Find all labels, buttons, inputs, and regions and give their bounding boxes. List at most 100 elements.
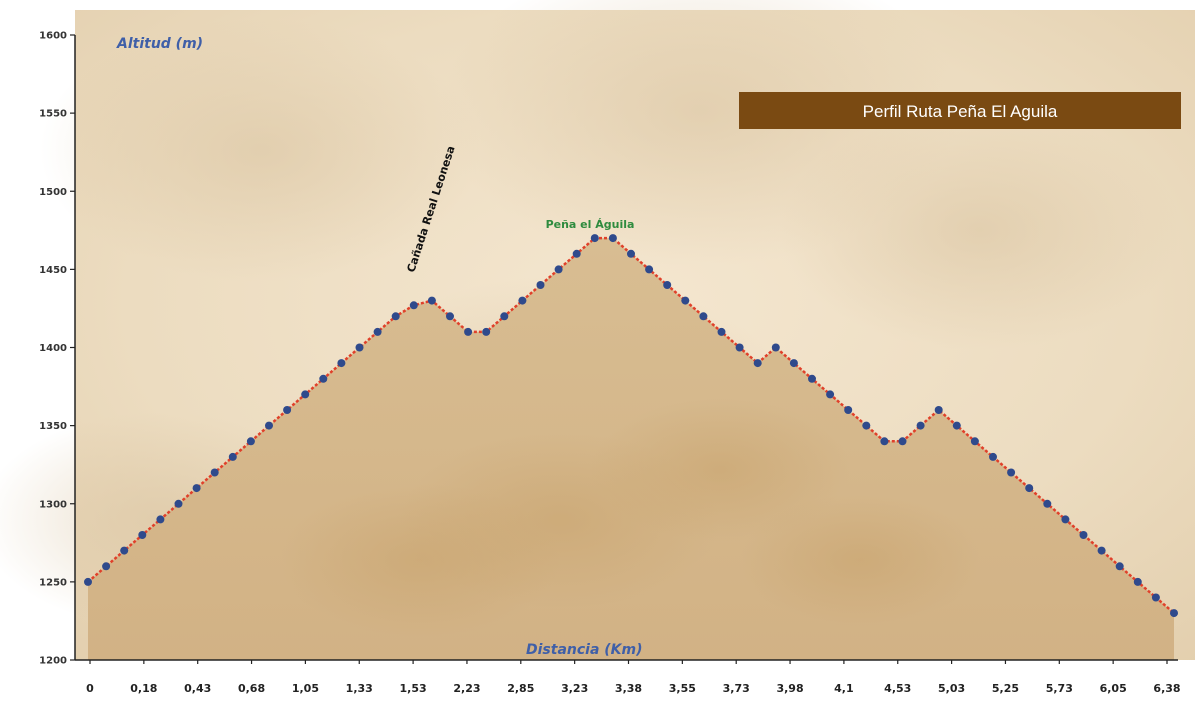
annotation-pena-el-aguila: Peña el Águila [546,218,635,231]
x-tick-label: 3,98 [776,682,803,695]
x-tick-label: 0 [86,682,94,695]
data-point [518,296,527,305]
x-tick-label: 5,03 [938,682,965,695]
data-point [210,468,219,477]
data-point [1025,484,1034,493]
x-tick-label: 2,23 [453,682,480,695]
data-point [120,546,129,555]
x-tick-label: 4,1 [834,682,854,695]
data-point [862,421,871,430]
x-tick-label: 6,05 [1100,682,1127,695]
data-point [608,234,617,243]
x-tick-label: 1,33 [346,682,373,695]
data-point [735,343,744,352]
data-point [391,312,400,321]
x-tick-label: 5,25 [992,682,1019,695]
x-tick-label: 6,38 [1153,682,1180,695]
data-point [446,312,454,321]
x-tick-label: 5,73 [1046,682,1073,695]
data-point [934,406,943,414]
data-point [427,296,436,305]
data-point [1170,609,1178,618]
data-point [482,327,491,336]
data-point [500,312,509,321]
data-point [265,421,273,430]
x-tick-label: 1,05 [292,682,319,695]
x-tick-label: 4,53 [884,682,911,695]
data-point [1133,577,1142,586]
data-point [1097,546,1106,555]
y-axis-ticks: 1200 1250 1300 1350 1400 1450 1500 1550 1600 [39,31,75,667]
data-point [138,531,147,539]
chart-title-background [739,92,1181,129]
data-point [952,421,961,430]
data-point [898,437,907,446]
x-tick-label: 3,55 [669,682,696,695]
y-tick-label: 1550 [39,109,67,120]
chart-title: Perfil Ruta Peña El Aguila [863,102,1058,121]
data-point [627,249,635,258]
data-point [1115,562,1124,571]
data-point [1043,499,1052,508]
texture-blot-0 [40,18,480,282]
texture-blot-2 [780,110,1180,350]
x-tick-label: 2,85 [507,682,534,695]
terrain-blot-2 [280,483,560,637]
data-point [826,390,835,399]
x-tick-label: 0,68 [238,682,265,695]
y-tick-label: 1450 [39,265,67,276]
data-point [373,327,382,336]
data-point [880,437,889,446]
data-point [1007,468,1016,477]
data-point [536,281,545,289]
data-point [916,421,925,430]
x-tick-label: 3,38 [615,682,642,695]
y-tick-label: 1250 [39,577,67,588]
x-tick-label: 3,23 [561,682,588,695]
x-tick-label: 1,53 [400,682,427,695]
data-point [808,374,816,383]
data-point [789,359,798,368]
data-point [753,359,762,368]
y-tick-label: 1600 [39,31,67,42]
data-point [1151,593,1160,602]
y-tick-label: 1350 [39,421,67,432]
data-point [102,562,111,571]
data-point [844,406,853,414]
data-point [319,374,328,383]
y-tick-label: 1400 [39,343,67,354]
data-point [663,281,672,289]
data-point [771,343,780,352]
data-point [970,437,979,446]
data-point [645,265,654,274]
data-point [283,406,292,414]
data-point [156,515,165,524]
terrain-blot-3 [740,494,980,626]
data-point [84,577,92,586]
data-point [228,452,237,461]
y-axis-title: Altitud (m) [116,36,203,52]
x-tick-label: 3,73 [723,682,750,695]
data-point [355,343,364,352]
data-point [246,437,255,446]
x-tick-label: 0,18 [130,682,157,695]
data-point [590,234,599,243]
x-axis-title: Distancia (Km) [526,642,643,658]
data-point [174,499,183,508]
data-point [717,327,726,336]
data-point [192,484,201,493]
x-axis-ticks: 0 0,18 0,43 0,68 1,05 1,33 1,53 2,23 2,85 3,23 3,3… [86,660,1181,695]
y-tick-label: 1300 [39,499,67,510]
data-point [681,296,690,305]
terrain-blot-1 [590,398,850,542]
data-point [989,452,997,461]
data-point [572,249,581,258]
data-point [1061,515,1070,524]
x-tick-label: 0,43 [184,682,211,695]
data-point [554,265,563,274]
data-point [1079,531,1088,539]
data-point [699,312,708,321]
series-markers [84,234,1178,618]
